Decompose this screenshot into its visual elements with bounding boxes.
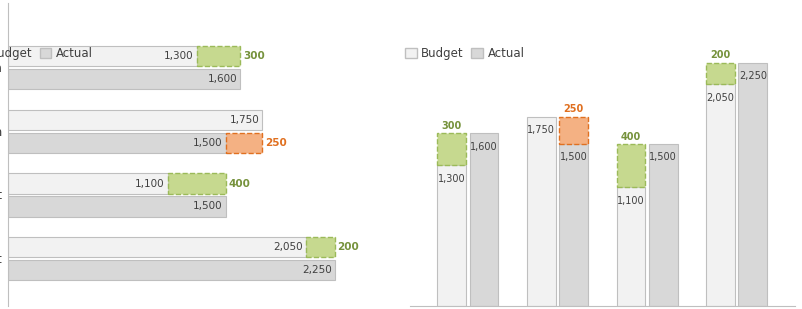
- Text: 300: 300: [243, 51, 265, 61]
- Text: 1,600: 1,600: [469, 142, 497, 151]
- Text: 1,500: 1,500: [193, 201, 223, 211]
- Text: 1,100: 1,100: [617, 196, 644, 205]
- Bar: [616, 144, 645, 187]
- Text: 2,250: 2,250: [738, 71, 766, 81]
- Bar: [8, 46, 196, 66]
- Bar: [8, 260, 334, 280]
- Text: 1,100: 1,100: [135, 179, 164, 188]
- Text: 2,050: 2,050: [706, 93, 734, 103]
- Bar: [437, 133, 465, 165]
- Bar: [616, 187, 645, 306]
- Text: 250: 250: [563, 104, 583, 114]
- Bar: [437, 165, 465, 306]
- Text: 1,500: 1,500: [559, 152, 587, 162]
- Legend: Budget, Actual: Budget, Actual: [0, 42, 98, 65]
- Bar: [558, 116, 587, 144]
- Text: 400: 400: [620, 132, 640, 142]
- Bar: [738, 62, 766, 306]
- Text: 300: 300: [441, 121, 461, 131]
- Text: 1,750: 1,750: [527, 125, 554, 135]
- Bar: [8, 237, 306, 257]
- Bar: [8, 133, 225, 153]
- Text: 1,300: 1,300: [437, 174, 465, 184]
- Text: 250: 250: [265, 138, 286, 148]
- Legend: Budget, Actual: Budget, Actual: [399, 42, 529, 65]
- Bar: [8, 110, 261, 130]
- Bar: [705, 62, 734, 84]
- Bar: [526, 116, 555, 306]
- Bar: [196, 46, 240, 66]
- Text: 200: 200: [337, 242, 358, 252]
- Text: 2,050: 2,050: [273, 242, 302, 252]
- Bar: [168, 173, 225, 194]
- Bar: [306, 237, 334, 257]
- Bar: [705, 84, 734, 306]
- Text: 2,250: 2,250: [302, 265, 331, 275]
- Bar: [225, 133, 261, 153]
- Text: 400: 400: [229, 179, 250, 188]
- Text: 200: 200: [710, 50, 730, 60]
- Bar: [8, 196, 225, 217]
- Bar: [558, 144, 587, 306]
- Text: 1,500: 1,500: [649, 152, 676, 162]
- Text: 1,500: 1,500: [193, 138, 223, 148]
- Bar: [8, 173, 168, 194]
- Bar: [469, 133, 498, 306]
- Text: 1,300: 1,300: [164, 51, 193, 61]
- Text: 1,750: 1,750: [229, 115, 259, 125]
- Bar: [648, 144, 677, 306]
- Bar: [8, 69, 240, 89]
- Text: 1,600: 1,600: [208, 74, 237, 84]
